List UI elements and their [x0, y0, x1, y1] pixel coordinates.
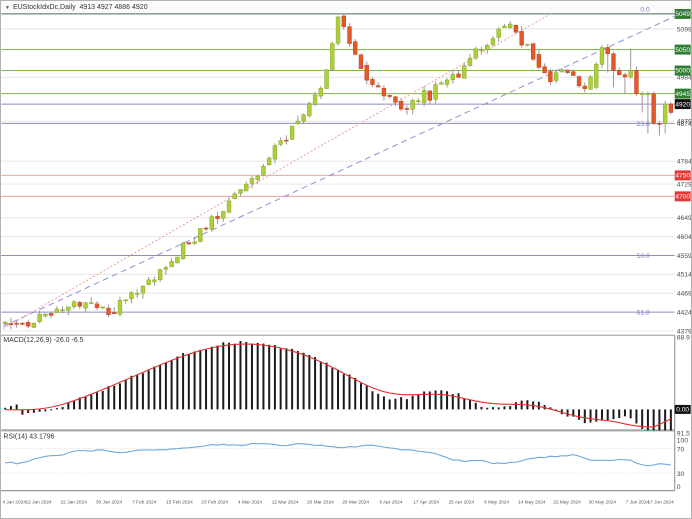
- svg-text:88.9: 88.9: [677, 335, 690, 342]
- svg-text:20 Mar 2024: 20 Mar 2024: [307, 500, 334, 506]
- svg-text:23.6: 23.6: [637, 121, 650, 128]
- svg-text:4 Mar 2024: 4 Mar 2024: [238, 500, 262, 506]
- svg-text:5050: 5050: [675, 47, 690, 54]
- svg-text:100: 100: [677, 437, 689, 444]
- svg-text:4920: 4920: [675, 101, 690, 108]
- svg-text:4729: 4729: [677, 182, 691, 189]
- svg-text:4945: 4945: [675, 91, 690, 98]
- svg-text:4879: 4879: [677, 119, 691, 126]
- svg-text:MACD(12,26,9) -26.0 -6.5: MACD(12,26,9) -26.0 -6.5: [3, 337, 83, 344]
- svg-text:4469: 4469: [677, 291, 691, 298]
- svg-text:25 Apr 2024: 25 Apr 2024: [449, 500, 475, 506]
- svg-text:0.0: 0.0: [640, 6, 650, 13]
- svg-text:17 Apr 2024: 17 Apr 2024: [413, 500, 439, 506]
- svg-text:4700: 4700: [675, 194, 690, 201]
- svg-text:4649: 4649: [677, 215, 691, 222]
- svg-text:17 Jun 2024: 17 Jun 2024: [647, 500, 674, 506]
- svg-text:6 May 2024: 6 May 2024: [484, 500, 509, 506]
- svg-text:9 Apr 2024: 9 Apr 2024: [379, 500, 402, 506]
- svg-text:30: 30: [677, 471, 685, 478]
- svg-text:28 Mar 2024: 28 Mar 2024: [342, 500, 369, 506]
- svg-text:7 Feb 2024: 7 Feb 2024: [132, 500, 156, 506]
- svg-text:15 Feb 2024: 15 Feb 2024: [166, 500, 193, 506]
- svg-text:4784: 4784: [677, 159, 691, 166]
- svg-text:4750: 4750: [675, 173, 690, 180]
- svg-text:22 Jan 2024: 22 Jan 2024: [61, 500, 88, 506]
- svg-text:4984: 4984: [677, 75, 691, 82]
- svg-text:12 Mar 2024: 12 Mar 2024: [272, 500, 299, 506]
- svg-text:0.00: 0.00: [676, 407, 689, 414]
- svg-text:22 May 2024: 22 May 2024: [553, 500, 581, 506]
- svg-text:70: 70: [677, 446, 685, 453]
- svg-text:30 May 2024: 30 May 2024: [589, 500, 617, 506]
- svg-text:4424: 4424: [677, 309, 691, 316]
- svg-text:4 Jan 2024: 4 Jan 2024: [2, 500, 26, 506]
- svg-text:5099: 5099: [677, 26, 691, 33]
- svg-text:23 Feb 2024: 23 Feb 2024: [201, 500, 228, 506]
- svg-text:4604: 4604: [677, 234, 691, 241]
- svg-text:14 May 2024: 14 May 2024: [518, 500, 546, 506]
- svg-text:7 Jun 2024: 7 Jun 2024: [626, 500, 650, 506]
- svg-text:30 Jan 2024: 30 Jan 2024: [96, 500, 123, 506]
- svg-text:12 Jan 2024: 12 Jan 2024: [25, 500, 52, 506]
- svg-text:5000: 5000: [675, 68, 690, 75]
- svg-text:50.0: 50.0: [637, 253, 650, 260]
- svg-text:61.8: 61.8: [637, 309, 650, 316]
- svg-text:4559: 4559: [677, 253, 691, 260]
- svg-text:RSI(14) 43.1796: RSI(14) 43.1796: [3, 433, 54, 440]
- svg-text:91.5: 91.5: [677, 430, 690, 437]
- svg-text:0: 0: [677, 484, 681, 491]
- svg-text:4514: 4514: [677, 272, 691, 279]
